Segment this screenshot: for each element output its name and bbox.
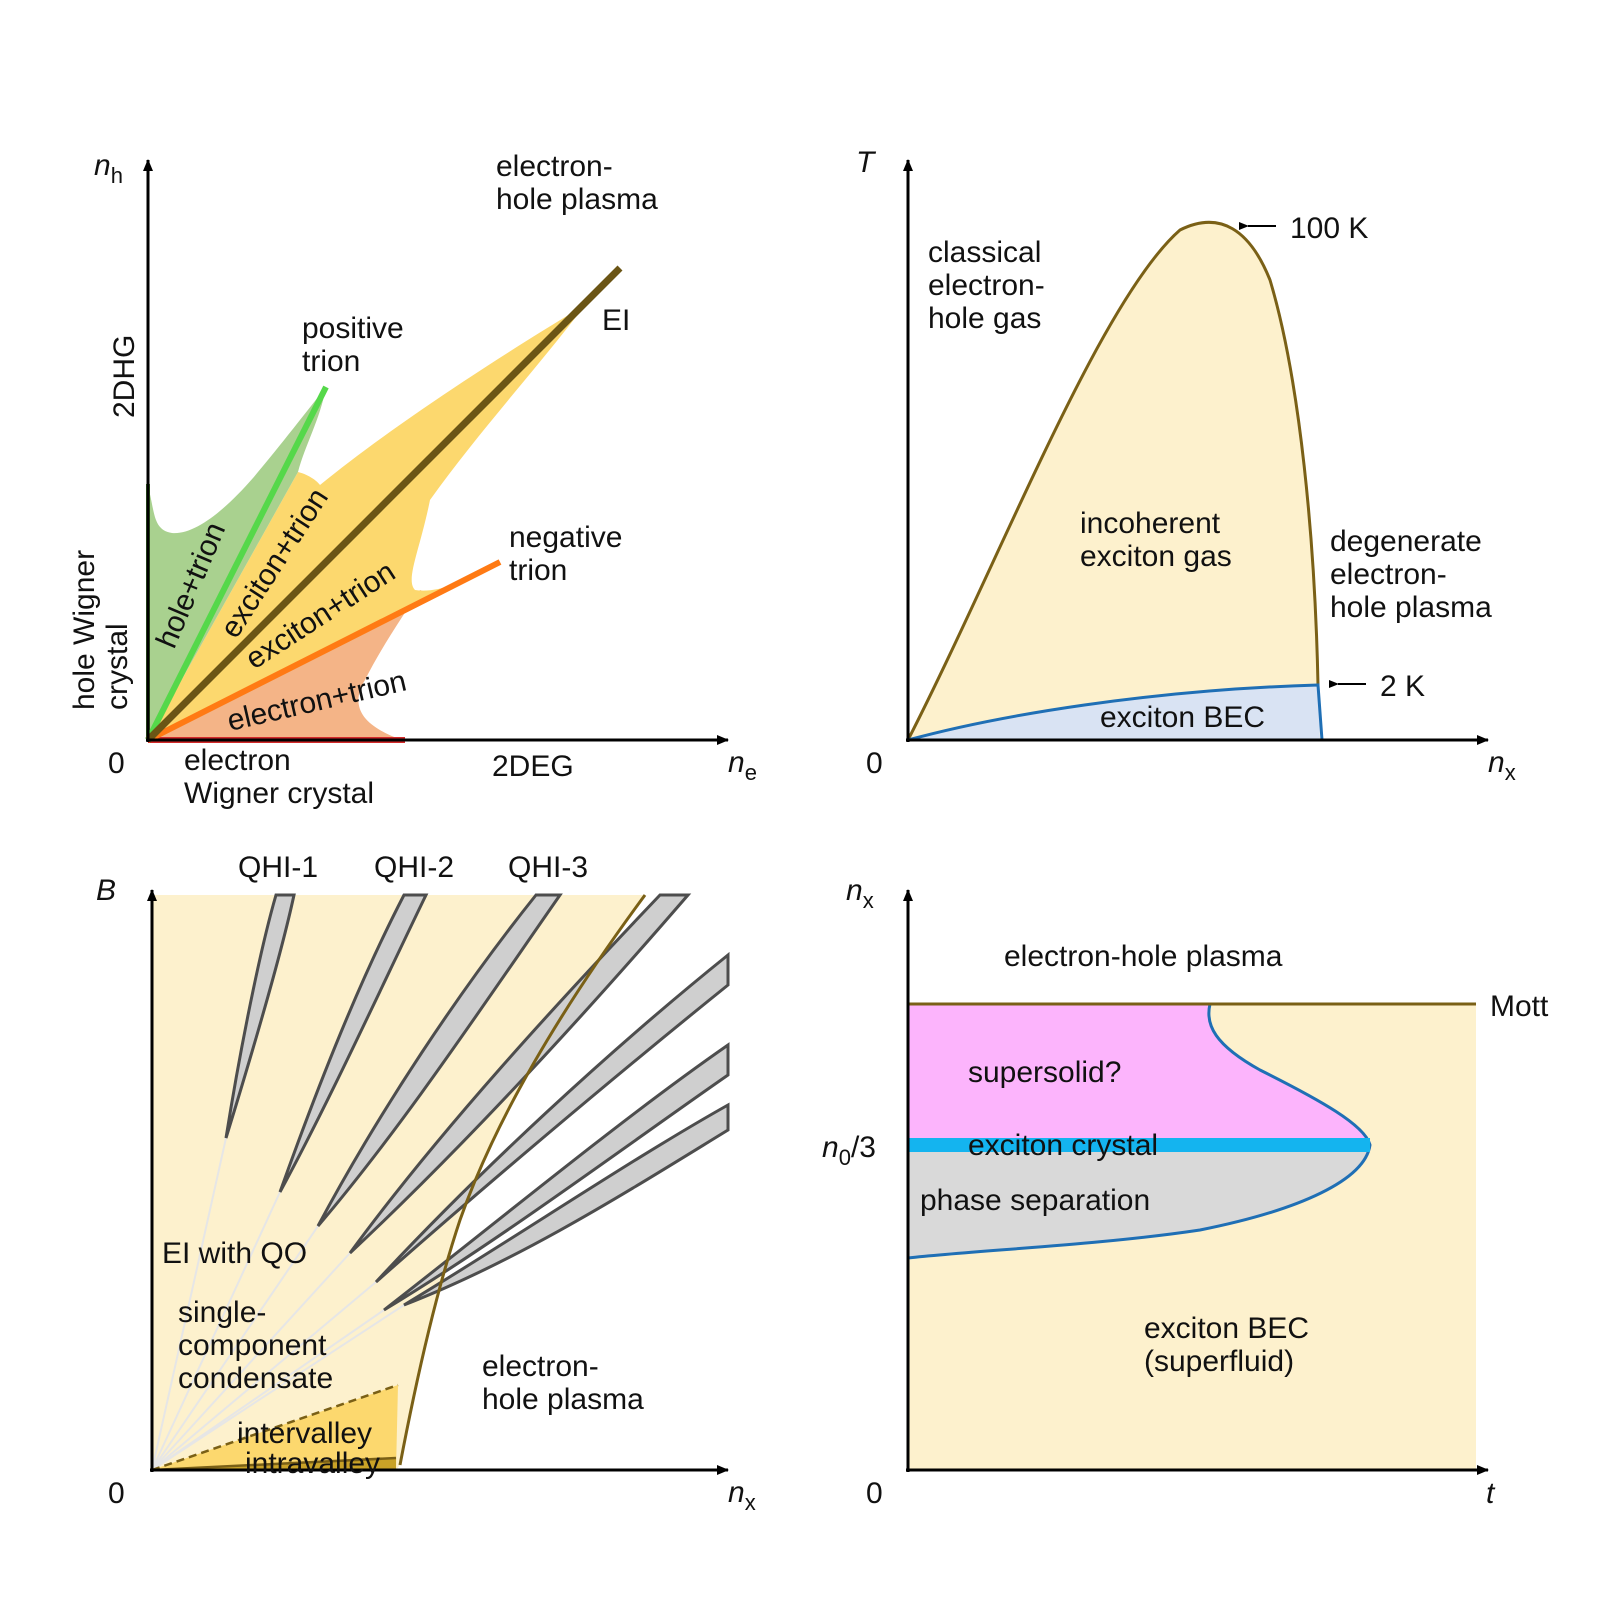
qhi-wedge bbox=[278, 893, 429, 1193]
qhi-wedge bbox=[374, 951, 730, 1284]
classical-gas-label: classical electron-hole gas bbox=[928, 236, 1045, 335]
panel-d-y-axis-label: nx bbox=[846, 874, 874, 913]
positive-trion-line bbox=[145, 385, 329, 742]
incoherent-gas-region bbox=[908, 222, 1320, 740]
panel-a-y-axis-label: nh bbox=[94, 149, 123, 188]
electron-wigner-label: electron Wigner crystal bbox=[184, 744, 374, 810]
qhi-wedge bbox=[316, 893, 563, 1227]
panel-d-x-axis-label: t bbox=[1486, 1477, 1496, 1510]
panel-b-y-axis-label: T bbox=[856, 146, 877, 179]
single-component-label: single-component condensate bbox=[178, 1296, 333, 1395]
qhi-2-label: QHI-2 bbox=[374, 851, 454, 884]
qo-fan-lines bbox=[151, 1137, 405, 1471]
qhi-wedge bbox=[348, 893, 692, 1255]
intravalley-boundary bbox=[151, 1456, 397, 1472]
two-dhg-label: 2DHG bbox=[108, 335, 141, 418]
qhi-wedge bbox=[383, 1042, 730, 1312]
panel-c-y-axis-label: B bbox=[96, 874, 116, 907]
panel-a-origin: 0 bbox=[108, 747, 125, 780]
qhi-3-label: QHI-3 bbox=[508, 851, 588, 884]
qhi-1-label: QHI-1 bbox=[238, 851, 318, 884]
qhi-wedge bbox=[403, 1102, 730, 1307]
panel-d-bec-label: exciton BEC (superfluid) bbox=[1144, 1312, 1309, 1378]
bec-region bbox=[908, 685, 1320, 740]
panel-c-origin: 0 bbox=[108, 1477, 125, 1510]
negative-trion-label: negative trion bbox=[509, 521, 622, 587]
phase-separation-label: phase separation bbox=[920, 1184, 1150, 1217]
panel-a-x-axis-label: ne bbox=[728, 746, 757, 785]
panel-c-plasma-label: electron-hole plasma bbox=[482, 1350, 644, 1416]
ei-qo-label: EI with QO bbox=[162, 1237, 307, 1270]
plasma-boundary bbox=[398, 894, 647, 1466]
intervalley-boundary bbox=[151, 1383, 399, 1472]
panel-d-origin: 0 bbox=[866, 1477, 883, 1510]
exciton-crystal-label: exciton crystal bbox=[968, 1129, 1158, 1162]
supersolid-region bbox=[908, 1004, 1370, 1145]
intravalley-label: intravalley bbox=[245, 1447, 380, 1480]
positive-trion-label: positive trion bbox=[302, 312, 404, 378]
qhi-wedges bbox=[224, 893, 730, 1312]
intervalley-label: intervalley bbox=[237, 1417, 372, 1450]
condensate-region bbox=[152, 895, 645, 1470]
ei-line bbox=[145, 265, 623, 743]
panel-b-x-axis-label: nx bbox=[1488, 746, 1516, 785]
n0-third-label: n0/3 bbox=[822, 1131, 876, 1170]
panel-d-plasma-label: electron-hole plasma bbox=[1004, 940, 1283, 973]
bec-curve bbox=[907, 683, 1324, 742]
transition-curve bbox=[906, 220, 1320, 741]
ei-label: EI bbox=[602, 304, 630, 337]
negative-trion-line bbox=[146, 559, 502, 743]
supersolid-label: supersolid? bbox=[968, 1056, 1121, 1089]
qhi-wedge bbox=[224, 893, 296, 1139]
panel-a-trion-diagram: nh ne 0 electron-hole plasma EI positive… bbox=[68, 149, 757, 810]
two-deg-label: 2DEG bbox=[492, 750, 574, 783]
panel-c-field-diagram: B nx 0 QHI-1 QHI-2 QHI-3 EI with QO sing… bbox=[96, 851, 756, 1515]
label-2k: 2 K bbox=[1380, 670, 1425, 703]
panel-c-x-axis-label: nx bbox=[728, 1476, 756, 1515]
mott-label: Mott bbox=[1490, 990, 1549, 1023]
bec-label: exciton BEC bbox=[1100, 701, 1265, 734]
panel-b-origin: 0 bbox=[866, 747, 883, 780]
panel-d-hopping-diagram: nx t 0 electron-hole plasma Mott superso… bbox=[822, 874, 1549, 1510]
degenerate-plasma-label: degenerate electron-hole plasma bbox=[1330, 525, 1492, 624]
label-100k: 100 K bbox=[1290, 212, 1368, 245]
panel-b-temperature-diagram: T nx 0 classical electron-hole gas incohe… bbox=[856, 146, 1516, 785]
phase-boundary-curve bbox=[907, 1003, 1372, 1260]
phase-separation-region bbox=[908, 1145, 1370, 1258]
hole-wigner-label: hole Wignercrystal bbox=[68, 550, 134, 710]
panel-a-plasma-label: electron-hole plasma bbox=[496, 150, 658, 216]
incoherent-gas-label: incoherent exciton gas bbox=[1080, 507, 1232, 573]
